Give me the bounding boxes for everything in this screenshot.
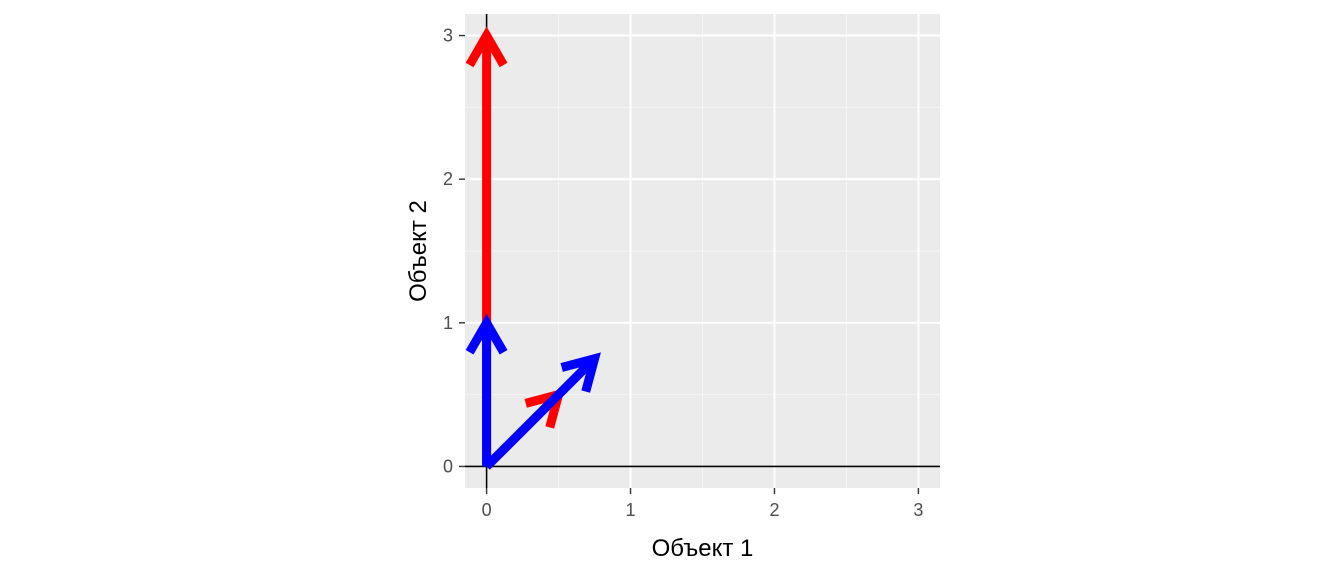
axis-tick-labels: 0 1 2 3 0 1 2 3 [443, 26, 923, 520]
y-tick-label: 3 [443, 26, 453, 46]
y-tick-label: 0 [443, 456, 453, 476]
blue-vector-arrow [483, 352, 601, 470]
x-tick-label: 2 [769, 500, 779, 520]
red-vector-arrowhead [465, 26, 508, 68]
blue-vector-arrow [465, 313, 508, 467]
blue-vector-arrowhead [465, 313, 508, 355]
vector-arrows [465, 26, 601, 470]
x-axis-title: Объект 1 [652, 535, 754, 562]
y-tick-label: 1 [443, 313, 453, 333]
blue-vector-arrowhead [560, 352, 601, 393]
y-tick-label: 2 [443, 169, 453, 189]
minor-gridlines [465, 14, 940, 488]
y-axis-title: Объект 2 [405, 200, 432, 302]
x-tick-label: 0 [482, 500, 492, 520]
axis-ticks [459, 34, 920, 494]
x-tick-label: 3 [913, 500, 923, 520]
blue-vector-shaft [483, 355, 598, 470]
x-tick-label: 1 [626, 500, 636, 520]
